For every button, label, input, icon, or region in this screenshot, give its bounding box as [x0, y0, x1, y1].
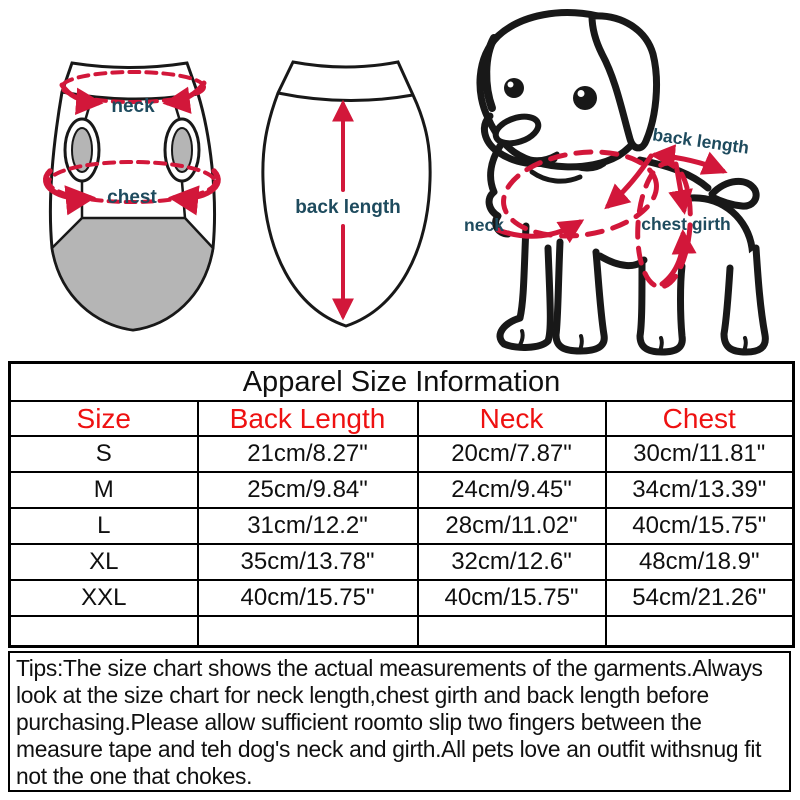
cell-chest: 54cm/21.26" — [604, 579, 795, 617]
cell-back-length: 31cm/12.2" — [196, 507, 419, 545]
front-chest-label: chest — [107, 187, 157, 208]
dog-shoulder-arrow — [604, 153, 654, 210]
dog-back-length-arrow — [650, 144, 728, 175]
front-neck-label: neck — [111, 96, 155, 117]
dog-ear-left — [482, 34, 498, 112]
garment-back-diagram: back length — [261, 60, 432, 328]
dog-fluff-line-1 — [529, 169, 583, 184]
table-header-row: Size Back Length Neck Chest — [8, 400, 795, 437]
dog-tail — [708, 178, 760, 210]
empty-row — [8, 615, 795, 648]
cell-neck: 32cm/12.6" — [416, 543, 607, 581]
cell-neck: 20cm/7.87" — [416, 435, 607, 473]
neck-arrow-left — [59, 82, 104, 116]
empty-cell — [604, 615, 795, 648]
dog-ear-right — [588, 12, 660, 152]
size-row-s: S 21cm/8.27" 20cm/7.87" 30cm/11.81" — [8, 435, 795, 473]
cell-size: L — [8, 507, 199, 545]
dog-chest-girth-label: chest girth — [641, 214, 730, 234]
cell-chest: 30cm/11.81" — [604, 435, 795, 473]
dog-neck-measure-ellipse — [501, 149, 659, 239]
back-length-label: back length — [295, 197, 401, 218]
dog-hind-leg-far — [720, 244, 769, 356]
cell-neck: 24cm/9.45" — [416, 471, 607, 509]
col-header-back-length: Back Length — [196, 400, 419, 437]
cell-neck: 28cm/11.02" — [416, 507, 607, 545]
cell-chest: 48cm/18.9" — [604, 543, 795, 581]
dog-chest-arrow-down — [668, 161, 693, 215]
empty-cell — [8, 615, 199, 648]
col-header-neck: Neck — [416, 400, 607, 437]
table-title: Apparel Size Information — [8, 361, 795, 402]
cell-size: S — [8, 435, 199, 473]
cell-back-length: 21cm/8.27" — [196, 435, 419, 473]
leg-hole-left-inner — [71, 127, 93, 173]
garment-front-diagram: neck chest — [43, 61, 221, 332]
cell-chest: 40cm/15.75" — [604, 507, 795, 545]
dog-nose — [492, 113, 542, 147]
size-row-m: M 25cm/9.84" 24cm/9.45" 34cm/13.39" — [8, 471, 795, 509]
cell-size: XL — [8, 543, 199, 581]
empty-cell — [196, 615, 419, 648]
dog-neck-arrow — [495, 219, 585, 244]
neck-arrow-right — [162, 80, 207, 114]
garment-back-outline — [261, 60, 432, 328]
dog-eye-left — [504, 78, 524, 98]
col-header-chest: Chest — [604, 400, 795, 437]
cell-size: XXL — [8, 579, 199, 617]
cell-chest: 34cm/13.39" — [604, 471, 795, 509]
belly-panel — [50, 216, 215, 332]
cell-back-length: 40cm/15.75" — [196, 579, 419, 617]
leg-hole-right-inner — [171, 127, 193, 173]
dog-eye-right-highlight — [577, 90, 585, 97]
size-row-xxl: XXL 40cm/15.75" 40cm/15.75" 54cm/21.26" — [8, 579, 795, 617]
col-header-size: Size — [8, 400, 199, 437]
dog-eye-right — [573, 86, 597, 110]
apparel-size-table: Apparel Size Information Size Back Lengt… — [8, 361, 795, 648]
cell-back-length: 25cm/9.84" — [196, 471, 419, 509]
size-row-xl: XL 35cm/13.78" 32cm/12.6" 48cm/18.9" — [8, 543, 795, 581]
tips-text: Tips:The size chart shows the actual mea… — [8, 651, 791, 792]
table-title-row: Apparel Size Information — [8, 361, 795, 402]
cell-neck: 40cm/15.75" — [416, 579, 607, 617]
dog-neck-label: neck — [464, 215, 504, 235]
dog-illustration: back length neck chest girth — [464, 9, 769, 356]
dog-eye-left-highlight — [507, 81, 514, 88]
dog-back-length-label: back length — [651, 124, 750, 157]
dog-chest-arrow-up — [659, 229, 697, 287]
chest-arrow-left — [43, 168, 97, 216]
size-row-l: L 31cm/12.2" 28cm/11.02" 40cm/15.75" — [8, 507, 795, 545]
empty-cell — [416, 615, 607, 648]
cell-back-length: 35cm/13.78" — [196, 543, 419, 581]
chest-measure-ellipse — [47, 160, 217, 204]
chest-arrow-right — [167, 168, 221, 216]
dog-front-leg-near — [496, 222, 554, 351]
paw-toes — [518, 329, 748, 353]
cell-size: M — [8, 471, 199, 509]
